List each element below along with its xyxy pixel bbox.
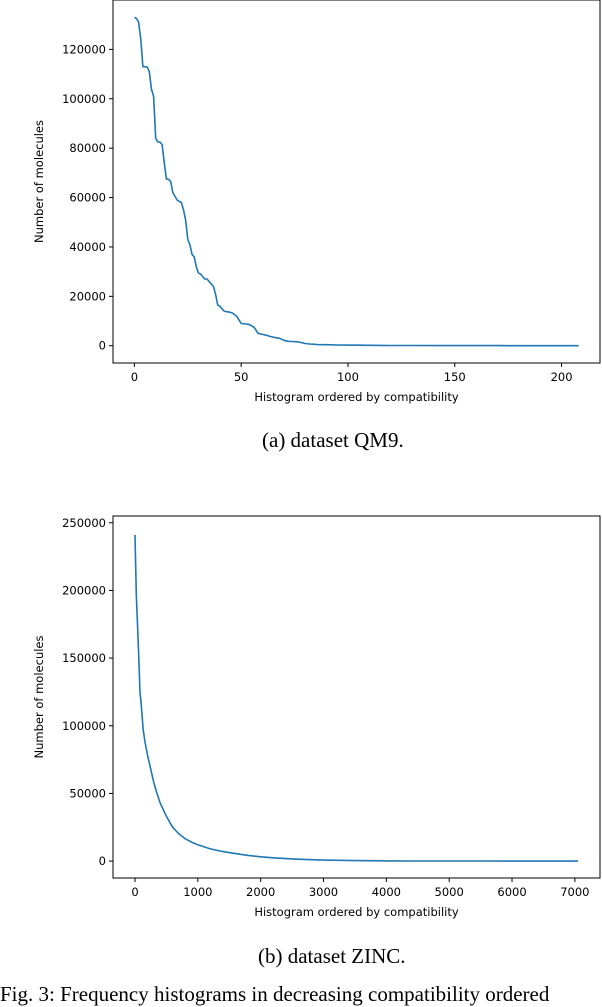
x-axis-label: Histogram ordered by compatibility	[254, 390, 459, 404]
x-tick-label: 2000	[246, 885, 275, 899]
chart-zinc: 0 1000 2000 3000 4000 5000 6000 7000 0 50000 10000…	[32, 515, 601, 919]
x-tick-label: 150	[444, 370, 466, 384]
data-line	[134, 534, 578, 862]
y-axis-label: Number of molecules	[32, 120, 46, 243]
x-tick-label: 5000	[435, 885, 464, 899]
y-tick-label: 150000	[62, 651, 106, 665]
y-tick-label: 100000	[62, 92, 106, 106]
x-tick-label: 200	[551, 370, 573, 384]
x-tick-label: 100	[337, 370, 359, 384]
y-tick-label: 50000	[69, 786, 106, 800]
x-tick-label: 0	[131, 370, 138, 384]
y-tick-label: 200000	[62, 583, 106, 597]
y-tick-label: 100000	[62, 719, 106, 733]
y-tick-label: 250000	[62, 516, 106, 530]
chart-qm9: 0 50 100 150 200 0 20000 40000 60000 80000 100000 1…	[32, 0, 601, 404]
x-tick-label: 4000	[372, 885, 401, 899]
subcaption-qm9: (a) dataset QM9.	[262, 428, 404, 452]
subcaption-zinc: (b) dataset ZINC.	[258, 944, 406, 968]
y-axis-label: Number of molecules	[32, 636, 46, 759]
data-line	[134, 16, 579, 347]
y-tick-label: 60000	[69, 191, 106, 205]
axes-frame	[112, 515, 601, 879]
x-tick-label: 0	[131, 885, 138, 899]
y-tick-label: 120000	[62, 42, 106, 56]
y-tick-label: 20000	[69, 289, 106, 303]
x-tick-label: 50	[234, 370, 249, 384]
axes-frame	[112, 0, 601, 364]
x-axis-label: Histogram ordered by compatibility	[254, 905, 459, 919]
figure-caption: Fig. 3: Frequency histograms in decreasi…	[0, 982, 550, 1006]
x-tick-label: 1000	[183, 885, 212, 899]
x-tick-label: 3000	[309, 885, 338, 899]
x-tick-label: 7000	[560, 885, 589, 899]
y-tick-label: 0	[99, 339, 106, 353]
y-tick-label: 80000	[69, 141, 106, 155]
x-tick-label: 6000	[497, 885, 526, 899]
y-tick-label: 0	[99, 854, 106, 868]
y-tick-label: 40000	[69, 240, 106, 254]
